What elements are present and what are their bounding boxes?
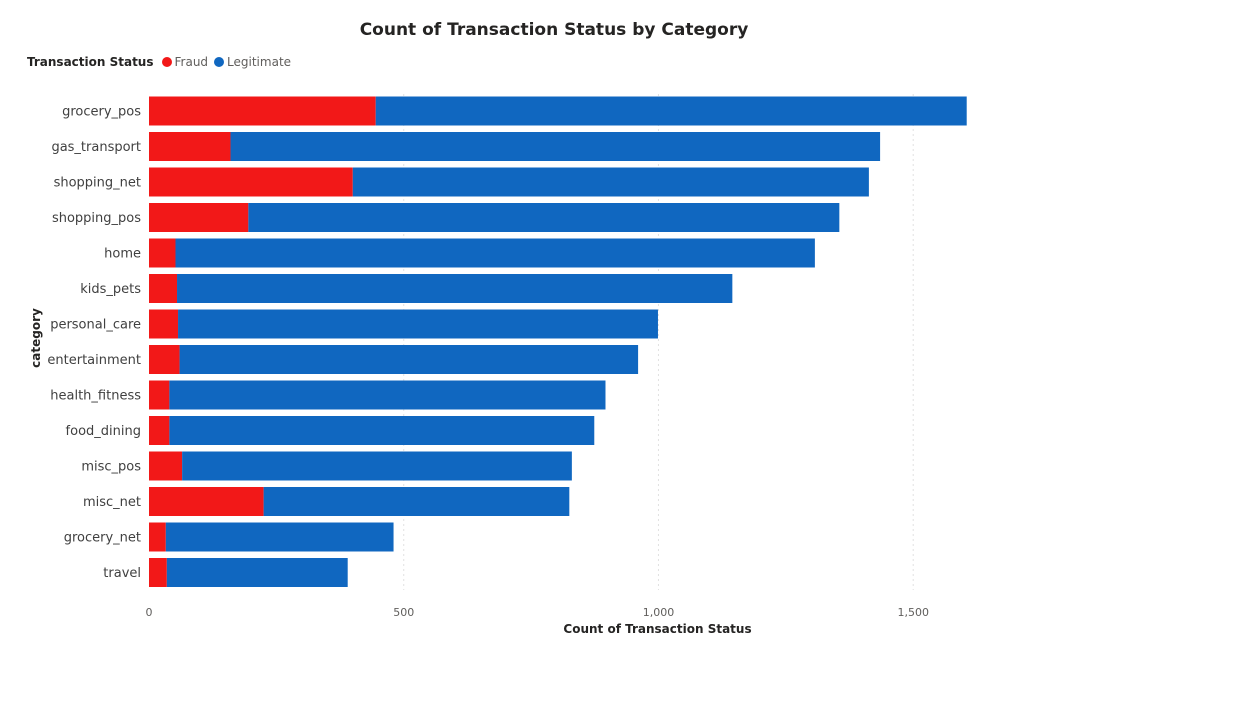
x-tick-label-1-000: 1,000 (643, 606, 675, 619)
category-label-entertainment: entertainment (47, 353, 141, 368)
x-axis-title: Count of Transaction Status (563, 622, 751, 636)
bar-travel-fraud[interactable] (149, 558, 167, 587)
bar-misc-net-fraud[interactable] (149, 487, 264, 516)
legend-title: Transaction Status (27, 55, 154, 69)
legend-item-fraud[interactable]: Fraud (161, 55, 209, 69)
bar-entertainment-legitimate[interactable] (179, 345, 639, 374)
legend-marker-legitimate (214, 57, 225, 67)
bar-shopping-net-legitimate[interactable] (352, 167, 869, 197)
bar-kids-pets-fraud[interactable] (149, 274, 178, 303)
bar-gas-transport-fraud[interactable] (149, 132, 231, 161)
bar-shopping-pos-legitimate[interactable] (248, 203, 840, 232)
category-label-health-fitness: health_fitness (50, 389, 141, 404)
category-label-shopping-pos: shopping_pos (52, 211, 141, 226)
bar-shopping-pos-fraud[interactable] (149, 203, 249, 232)
category-label-misc-net: misc_net (83, 495, 141, 510)
category-label-shopping-net: shopping_net (54, 176, 141, 191)
legend-label-fraud: Fraud (174, 55, 209, 69)
legend-item-legitimate[interactable]: Legitimate (214, 55, 291, 69)
category-label-grocery-net: grocery_net (64, 531, 141, 546)
bar-health-fitness-legitimate[interactable] (169, 380, 606, 410)
category-label-kids-pets: kids_pets (80, 282, 141, 297)
legend: Transaction Status Fraud Legitimate (27, 55, 297, 69)
legend-marker-fraud (161, 57, 172, 67)
bar-grocery-pos-fraud[interactable] (149, 96, 376, 126)
bar-food-dining-legitimate[interactable] (169, 416, 595, 445)
bar-travel-legitimate[interactable] (166, 558, 348, 587)
bar-shopping-net-fraud[interactable] (149, 167, 353, 197)
x-tick-label-1-500: 1,500 (897, 606, 929, 619)
bar-gas-transport-legitimate[interactable] (230, 132, 881, 161)
bar-misc-net-legitimate[interactable] (263, 487, 570, 516)
y-axis-title: category (29, 308, 43, 368)
bar-entertainment-fraud[interactable] (149, 345, 180, 374)
bar-personal-care-fraud[interactable] (149, 309, 179, 339)
bar-misc-pos-legitimate[interactable] (182, 451, 572, 481)
category-label-personal-care: personal_care (50, 318, 141, 333)
category-label-food-dining: food_dining (66, 424, 141, 439)
bar-grocery-net-fraud[interactable] (149, 522, 166, 552)
chart-title: Count of Transaction Status by Category (359, 20, 749, 40)
bar-misc-pos-fraud[interactable] (149, 451, 183, 481)
category-label-gas-transport: gas_transport (51, 140, 141, 155)
bar-kids-pets-legitimate[interactable] (177, 274, 733, 303)
bar-home-fraud[interactable] (149, 238, 176, 268)
category-labels: grocery_pos gas_transport shopping_netshop… (47, 105, 141, 582)
bar-home-legitimate[interactable] (175, 238, 815, 268)
category-label-travel: travel (103, 566, 141, 581)
x-tick-label-0: 0 (146, 606, 153, 619)
bar-health-fitness-fraud[interactable] (149, 380, 170, 410)
x-tick-label-500: 500 (393, 606, 414, 619)
category-label-grocery-pos: grocery_pos (62, 105, 141, 120)
bar-food-dining-fraud[interactable] (149, 416, 170, 445)
category-label-home: home (104, 247, 141, 262)
bars (149, 96, 967, 587)
x-tick-labels: 0 500 1,000 1,500 (146, 606, 929, 619)
category-label-misc-pos: misc_pos (81, 460, 141, 475)
bar-personal-care-legitimate[interactable] (178, 309, 658, 339)
legend-label-legitimate: Legitimate (227, 55, 292, 69)
bar-grocery-net-legitimate[interactable] (165, 522, 394, 552)
bar-grocery-pos-legitimate[interactable] (375, 96, 967, 126)
